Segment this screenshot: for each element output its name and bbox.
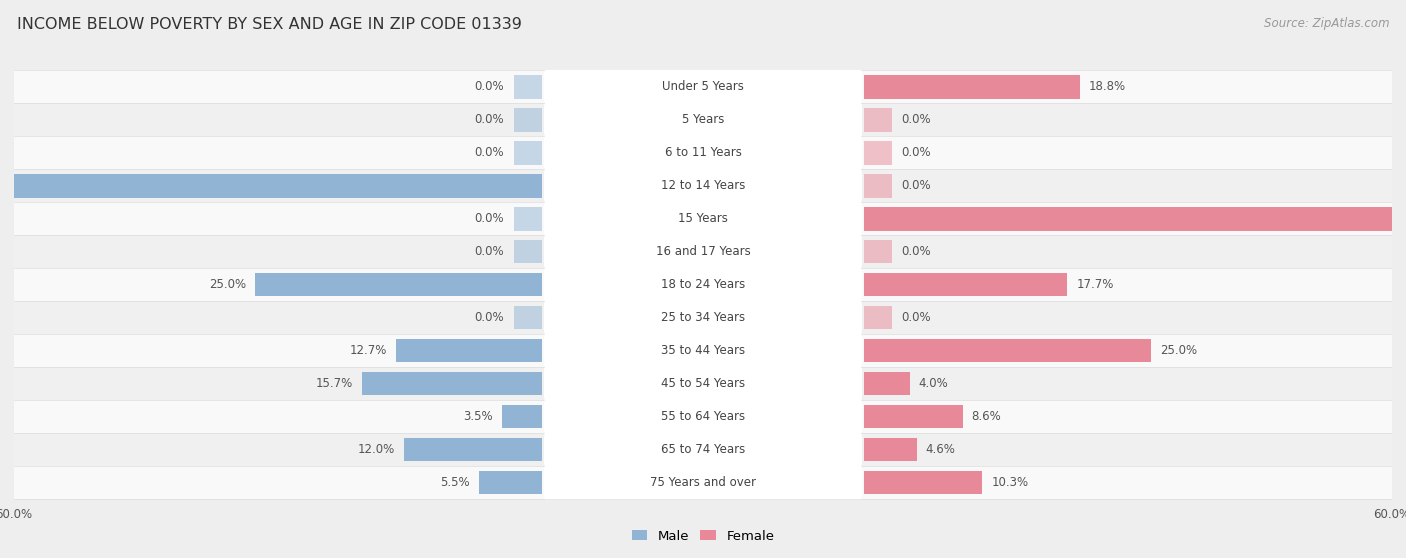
Text: 75 Years and over: 75 Years and over — [650, 476, 756, 489]
Text: 4.6%: 4.6% — [925, 443, 956, 456]
Text: 0.0%: 0.0% — [475, 245, 505, 258]
Bar — [396, 339, 543, 362]
Text: 12 to 14 Years: 12 to 14 Years — [661, 179, 745, 192]
Bar — [14, 103, 1392, 136]
Text: 16 and 17 Years: 16 and 17 Years — [655, 245, 751, 258]
FancyBboxPatch shape — [544, 202, 862, 235]
Bar — [863, 437, 917, 461]
Bar — [14, 466, 1392, 499]
Legend: Male, Female: Male, Female — [626, 525, 780, 548]
Text: 18 to 24 Years: 18 to 24 Years — [661, 278, 745, 291]
Bar — [513, 75, 543, 99]
Bar — [863, 207, 1406, 230]
Text: 0.0%: 0.0% — [475, 146, 505, 159]
FancyBboxPatch shape — [544, 268, 862, 301]
Text: 6 to 11 Years: 6 to 11 Years — [665, 146, 741, 159]
Bar — [513, 207, 543, 230]
FancyBboxPatch shape — [544, 235, 862, 268]
Text: 5 Years: 5 Years — [682, 113, 724, 126]
Text: 12.0%: 12.0% — [359, 443, 395, 456]
Bar — [14, 367, 1392, 400]
Text: 0.0%: 0.0% — [901, 245, 931, 258]
Bar — [863, 75, 1080, 99]
Bar — [0, 174, 543, 198]
Text: 0.0%: 0.0% — [475, 113, 505, 126]
Bar — [863, 141, 893, 165]
Text: 0.0%: 0.0% — [901, 179, 931, 192]
Text: 5.5%: 5.5% — [440, 476, 470, 489]
Bar — [863, 174, 893, 198]
Bar — [513, 240, 543, 263]
Bar — [513, 108, 543, 132]
Text: 25.0%: 25.0% — [1160, 344, 1197, 357]
Bar — [14, 202, 1392, 235]
Text: 55 to 64 Years: 55 to 64 Years — [661, 410, 745, 423]
Bar — [863, 372, 910, 396]
Bar — [361, 372, 543, 396]
Text: 0.0%: 0.0% — [475, 80, 505, 93]
Text: 0.0%: 0.0% — [475, 311, 505, 324]
Text: 0.0%: 0.0% — [475, 212, 505, 225]
Text: 17.7%: 17.7% — [1076, 278, 1114, 291]
FancyBboxPatch shape — [544, 334, 862, 367]
Text: Under 5 Years: Under 5 Years — [662, 80, 744, 93]
Bar — [863, 470, 981, 494]
FancyBboxPatch shape — [544, 169, 862, 203]
FancyBboxPatch shape — [544, 432, 862, 466]
Text: INCOME BELOW POVERTY BY SEX AND AGE IN ZIP CODE 01339: INCOME BELOW POVERTY BY SEX AND AGE IN Z… — [17, 17, 522, 32]
Text: Source: ZipAtlas.com: Source: ZipAtlas.com — [1264, 17, 1389, 30]
Text: 3.5%: 3.5% — [463, 410, 494, 423]
Bar — [14, 433, 1392, 466]
Bar — [256, 273, 543, 296]
Bar — [513, 141, 543, 165]
FancyBboxPatch shape — [544, 70, 862, 104]
Text: 10.3%: 10.3% — [991, 476, 1028, 489]
Bar — [14, 169, 1392, 202]
Bar — [405, 437, 543, 461]
Bar — [502, 405, 543, 429]
Bar — [14, 301, 1392, 334]
Bar — [14, 136, 1392, 169]
Text: 45 to 54 Years: 45 to 54 Years — [661, 377, 745, 390]
Text: 15.7%: 15.7% — [315, 377, 353, 390]
Bar — [863, 108, 893, 132]
Bar — [14, 70, 1392, 103]
Text: 0.0%: 0.0% — [901, 113, 931, 126]
Bar — [513, 306, 543, 329]
Bar — [863, 405, 963, 429]
Bar — [479, 470, 543, 494]
Text: 18.8%: 18.8% — [1088, 80, 1126, 93]
Bar — [14, 400, 1392, 433]
Bar — [863, 273, 1067, 296]
Bar — [863, 339, 1152, 362]
Text: 15 Years: 15 Years — [678, 212, 728, 225]
Bar — [14, 235, 1392, 268]
Bar — [863, 306, 893, 329]
Bar — [14, 268, 1392, 301]
FancyBboxPatch shape — [544, 136, 862, 170]
Bar — [14, 334, 1392, 367]
Text: 12.7%: 12.7% — [350, 344, 387, 357]
Text: 25.0%: 25.0% — [209, 278, 246, 291]
Bar — [863, 240, 893, 263]
Text: 65 to 74 Years: 65 to 74 Years — [661, 443, 745, 456]
Text: 8.6%: 8.6% — [972, 410, 1001, 423]
Text: 0.0%: 0.0% — [901, 311, 931, 324]
FancyBboxPatch shape — [544, 400, 862, 433]
Text: 0.0%: 0.0% — [901, 146, 931, 159]
FancyBboxPatch shape — [544, 367, 862, 400]
Text: 25 to 34 Years: 25 to 34 Years — [661, 311, 745, 324]
FancyBboxPatch shape — [544, 301, 862, 334]
FancyBboxPatch shape — [544, 465, 862, 499]
FancyBboxPatch shape — [544, 103, 862, 137]
Text: 4.0%: 4.0% — [920, 377, 949, 390]
Text: 35 to 44 Years: 35 to 44 Years — [661, 344, 745, 357]
